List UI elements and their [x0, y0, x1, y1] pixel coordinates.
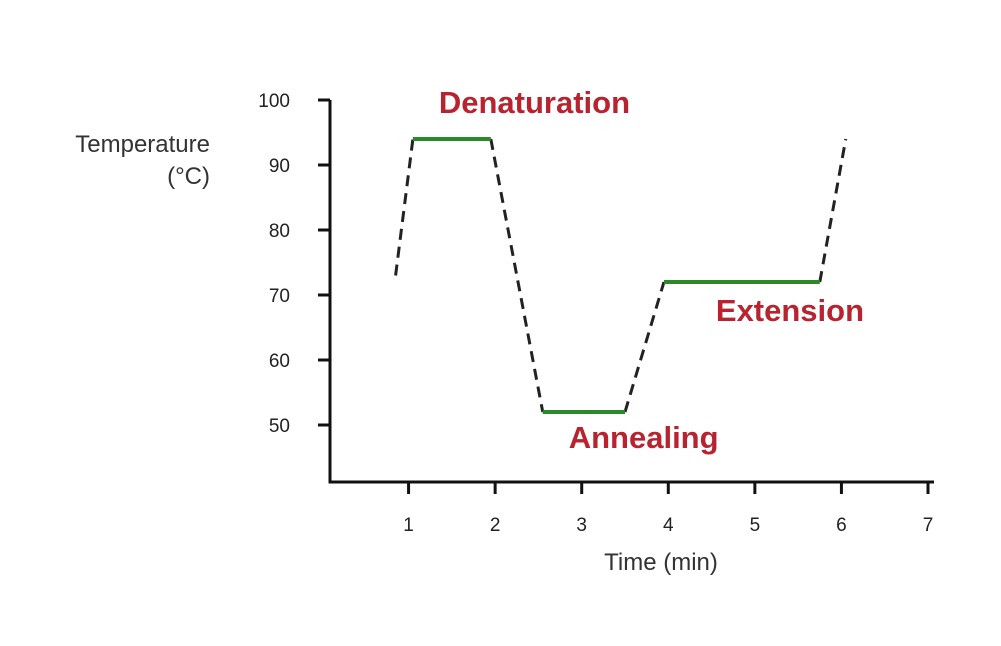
y-axis-title-line-1: Temperature [75, 131, 210, 158]
ramp-segment-4 [818, 138, 848, 283]
x-tick-label-7: 7 [923, 515, 934, 536]
x-axis-title: Time (min) [604, 549, 718, 576]
ramp-segment-2 [489, 138, 545, 413]
x-tick-label-5: 5 [750, 515, 761, 536]
label-extension: Extension [716, 293, 864, 328]
label-denaturation: Denaturation [439, 85, 630, 120]
y-tick-label-90: 90 [269, 156, 290, 177]
x-tick-label-2: 2 [490, 515, 501, 536]
x-tick-label-6: 6 [836, 515, 847, 536]
y-tick-label-60: 60 [269, 351, 290, 372]
y-tick-label-70: 70 [269, 286, 290, 307]
ramp-segment-1 [394, 138, 415, 276]
x-tick-label-4: 4 [663, 515, 674, 536]
ramp-segment-3 [623, 281, 666, 413]
y-tick-label-100: 100 [258, 91, 290, 112]
y-axis-title-line-2: (°C) [167, 163, 210, 190]
y-tick-label-50: 50 [269, 416, 290, 437]
x-tick-label-3: 3 [576, 515, 587, 536]
y-axis-title: Temperature (°C) [75, 131, 210, 190]
x-tick-label-1: 1 [403, 515, 414, 536]
plot-area: 50 60 70 80 90 100 1 2 3 4 5 6 7 Denaturation Annealin… [258, 85, 934, 536]
y-tick-label-80: 80 [269, 221, 290, 242]
label-annealing: Annealing [569, 420, 719, 455]
